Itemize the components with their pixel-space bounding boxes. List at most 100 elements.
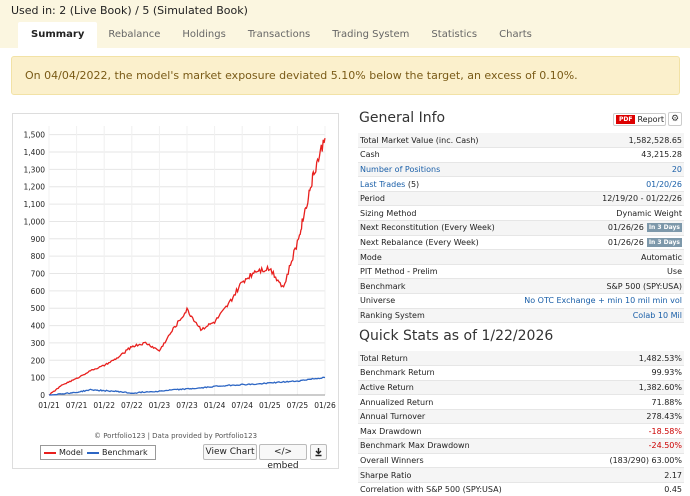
stat-value: -18.58%	[571, 423, 684, 440]
info-value[interactable]: 20	[671, 164, 682, 174]
y-tick-label: 1,100	[24, 200, 46, 209]
x-tick-label: 07/21	[66, 401, 88, 410]
info-label: Mode	[360, 252, 382, 262]
stat-label: Annual Turnover	[358, 409, 572, 425]
info-row: Total Market Value (inc. Cash) 1,582,528.…	[358, 133, 684, 149]
info-value[interactable]: Colab 10 Mil	[632, 310, 682, 320]
stat-row: Total Return 1,482.53%	[358, 351, 684, 367]
stat-label: Active Return	[358, 380, 572, 396]
stat-row: Sharpe Ratio 2.17	[358, 467, 684, 483]
chart-legend: Model Benchmark	[40, 445, 156, 460]
y-tick-label: 1,300	[24, 165, 46, 174]
info-value: 43,215.28	[641, 150, 682, 160]
tab-rebalance[interactable]: Rebalance	[108, 29, 161, 40]
legend-benchmark-swatch	[87, 451, 100, 454]
legend-benchmark-label: Benchmark	[102, 448, 148, 457]
info-label-suffix: (5)	[405, 179, 420, 189]
info-row: Period 12/19/20 - 01/22/26	[358, 191, 684, 207]
stat-label: Benchmark Max Drawdown	[358, 438, 572, 454]
info-row: Next Reconstitution (Every Week) 01/26/26…	[358, 220, 684, 236]
info-row: Last Trades (5) 01/20/26	[358, 176, 684, 192]
stat-label: Benchmark Return	[358, 365, 572, 381]
used-in-text: Used in: 2 (Live Book) / 5 (Simulated Bo…	[11, 4, 248, 17]
performance-chart: 0 100 200 300 400 500 600 700 800 900 1,000 1,100 1,…	[12, 113, 339, 471]
general-info-title: General Info	[359, 110, 446, 126]
report-label: Report	[637, 115, 665, 124]
stat-row: Active Return 1,382.60%	[358, 380, 684, 396]
series-model-line	[48, 137, 326, 396]
info-value: S&P 500 (SPY:USA)	[606, 281, 682, 291]
stat-value: 99.93%	[571, 365, 684, 381]
info-value: 01/26/26	[607, 223, 644, 233]
info-row: PIT Method - Prelim Use	[358, 264, 684, 280]
tab-transactions[interactable]: Transactions	[247, 29, 311, 40]
exposure-alert: On 04/04/2022, the model's market exposu…	[11, 56, 680, 95]
info-value: 12/19/20 - 01/22/26	[602, 194, 682, 204]
info-label: Sizing Method	[360, 208, 417, 218]
x-tick-label: 07/22	[121, 401, 143, 410]
download-icon	[315, 448, 322, 457]
info-value[interactable]: No OTC Exchange + min 10 mil min vol	[524, 296, 682, 306]
tab-charts[interactable]: Charts	[499, 29, 532, 40]
info-label: Universe	[360, 296, 396, 306]
x-tick-label: 07/23	[176, 401, 198, 410]
info-value: Use	[667, 267, 682, 277]
tab-holdings[interactable]: Holdings	[182, 29, 226, 40]
tab-statistics[interactable]: Statistics	[431, 29, 478, 40]
stat-row: Annual Turnover 278.43%	[358, 409, 684, 425]
info-label: Next Reconstitution (Every Week)	[360, 223, 495, 233]
pdf-report-button[interactable]: PDF Report	[613, 113, 666, 126]
stat-value: 0.45	[571, 482, 684, 496]
view-chart-button[interactable]: View Chart	[203, 444, 257, 460]
info-label[interactable]: Last Trades	[360, 179, 406, 189]
chart-credit: © Portfolio123 | Data provided by Portfo…	[93, 432, 258, 440]
used-in-bar: Used in: 2 (Live Book) / 5 (Simulated Bo…	[0, 0, 690, 22]
x-tick-label: 01/25	[259, 401, 281, 410]
stat-label: Annualized Return	[358, 394, 572, 410]
y-tick-label: 1,400	[24, 148, 46, 157]
info-label: Cash	[360, 150, 380, 160]
quick-stats-table: Total Return 1,482.53% Benchmark Return 99.…	[358, 351, 684, 496]
y-tick-label: 400	[31, 322, 46, 331]
stat-value: (183/290) 63.00%	[571, 453, 684, 469]
legend-model[interactable]: Model	[44, 448, 83, 457]
info-value: Automatic	[640, 252, 682, 262]
info-row: Benchmark S&P 500 (SPY:USA)	[358, 278, 684, 295]
info-label: Total Market Value (inc. Cash)	[360, 135, 479, 145]
y-tick-label: 700	[31, 270, 46, 279]
y-tick-label: 1,500	[24, 131, 46, 140]
tab-trading-system[interactable]: Trading System	[332, 29, 410, 40]
stat-value: -24.50%	[571, 438, 684, 454]
alert-text: On 04/04/2022, the model's market exposu…	[25, 69, 578, 82]
info-label[interactable]: Number of Positions	[360, 164, 441, 174]
days-badge: In 3 Days	[646, 237, 682, 247]
stat-value: 2.17	[571, 467, 684, 483]
gear-icon[interactable]: ⚙	[668, 112, 682, 126]
stat-row: Annualized Return 71.88%	[358, 394, 684, 410]
quick-stats-title: Quick Stats as of 1/22/2026	[359, 328, 554, 344]
legend-model-label: Model	[59, 448, 84, 457]
x-tick-label: 01/24	[204, 401, 226, 410]
legend-benchmark[interactable]: Benchmark	[87, 448, 148, 457]
info-value: Dynamic Weight	[616, 208, 682, 218]
y-tick-label: 900	[31, 235, 46, 244]
info-row: Number of Positions 20	[358, 162, 684, 178]
tab-summary[interactable]: Summary	[18, 22, 98, 48]
stat-label: Total Return	[358, 351, 572, 367]
stat-row: Overall Winners (183/290) 63.00%	[358, 453, 684, 469]
stat-value: 71.88%	[571, 394, 684, 410]
info-row: Universe No OTC Exchange + min 10 mil min…	[358, 293, 684, 309]
embed-button[interactable]: </> embed	[259, 444, 307, 471]
download-button[interactable]	[310, 444, 327, 460]
info-label: PIT Method - Prelim	[360, 267, 438, 277]
y-tick-label: 200	[31, 356, 46, 365]
info-row: Sizing Method Dynamic Weight	[358, 205, 684, 222]
y-tick-label: 0	[40, 391, 45, 400]
y-tick-label: 300	[31, 339, 46, 348]
stat-value: 278.43%	[571, 409, 684, 425]
y-tick-label: 800	[31, 252, 46, 261]
info-value[interactable]: 01/20/26	[646, 179, 682, 189]
info-label: Period	[360, 194, 385, 204]
info-label: Ranking System	[360, 310, 425, 320]
tab-bar: Summary Rebalance Holdings Transactions Trad…	[0, 22, 690, 48]
